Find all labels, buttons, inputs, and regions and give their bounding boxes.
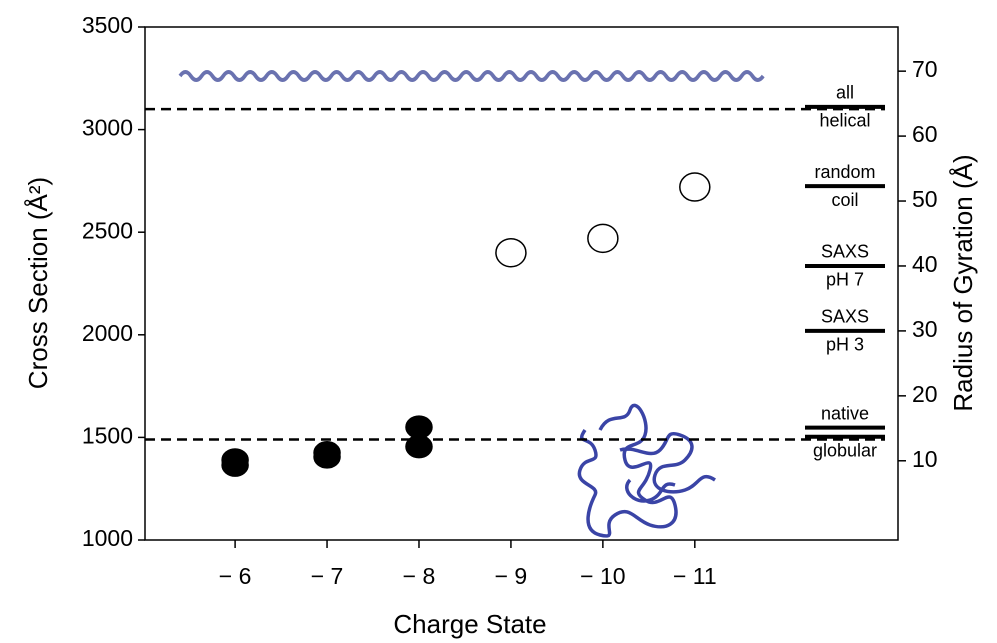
y-tick-label: 3500 [82, 12, 133, 38]
y2-tick-label: 30 [912, 316, 938, 342]
reference-label-bottom: helical [819, 111, 870, 131]
reference-label-top: SAXS [821, 242, 869, 262]
y2-tick-label: 60 [912, 121, 938, 147]
y-tick-label: 1000 [82, 525, 133, 551]
y-tick-label: 1500 [82, 422, 133, 448]
y2-tick-label: 40 [912, 251, 938, 277]
y2-tick-label: 70 [912, 56, 938, 82]
plot-frame [144, 26, 899, 541]
reference-label-bottom: pH 7 [826, 270, 864, 290]
data-point [679, 172, 711, 202]
reference-label-top: all [836, 83, 854, 103]
protein-illustration [577, 403, 716, 538]
data-point [313, 445, 341, 469]
reference-label-top: native [821, 403, 869, 423]
x-tick-label: − 7 [311, 563, 344, 589]
y2-axis-title: Radius of Gyration (Å) [948, 154, 978, 411]
data-point [405, 434, 433, 459]
x-tick-label: − 9 [495, 563, 528, 589]
reference-label-bottom: coil [831, 190, 858, 210]
data-point [587, 223, 619, 254]
x-axis-title: Charge State [393, 609, 546, 639]
reference-label-top: SAXS [821, 307, 869, 327]
y-tick-label: 2000 [82, 320, 133, 346]
x-tick-label: − 8 [403, 563, 436, 589]
y2-tick-label: 20 [912, 381, 938, 407]
y-tick-label: 3000 [82, 115, 133, 141]
data-point [495, 237, 527, 268]
reference-label-top: random [814, 162, 875, 182]
data-point [221, 453, 249, 477]
x-tick-label: − 11 [673, 563, 717, 589]
y2-tick-label: 50 [912, 186, 938, 212]
x-tick-label: − 10 [580, 563, 625, 589]
helix-illustration [178, 70, 765, 82]
reference-label-bottom: pH 3 [826, 335, 864, 355]
y2-tick-label: 10 [912, 446, 938, 472]
x-tick-label: − 6 [219, 563, 252, 589]
data-point [405, 415, 433, 439]
y-axis-title: Cross Section (Å²) [23, 177, 53, 389]
reference-label-bottom: globular [813, 441, 877, 461]
y-tick-label: 2500 [82, 217, 133, 243]
